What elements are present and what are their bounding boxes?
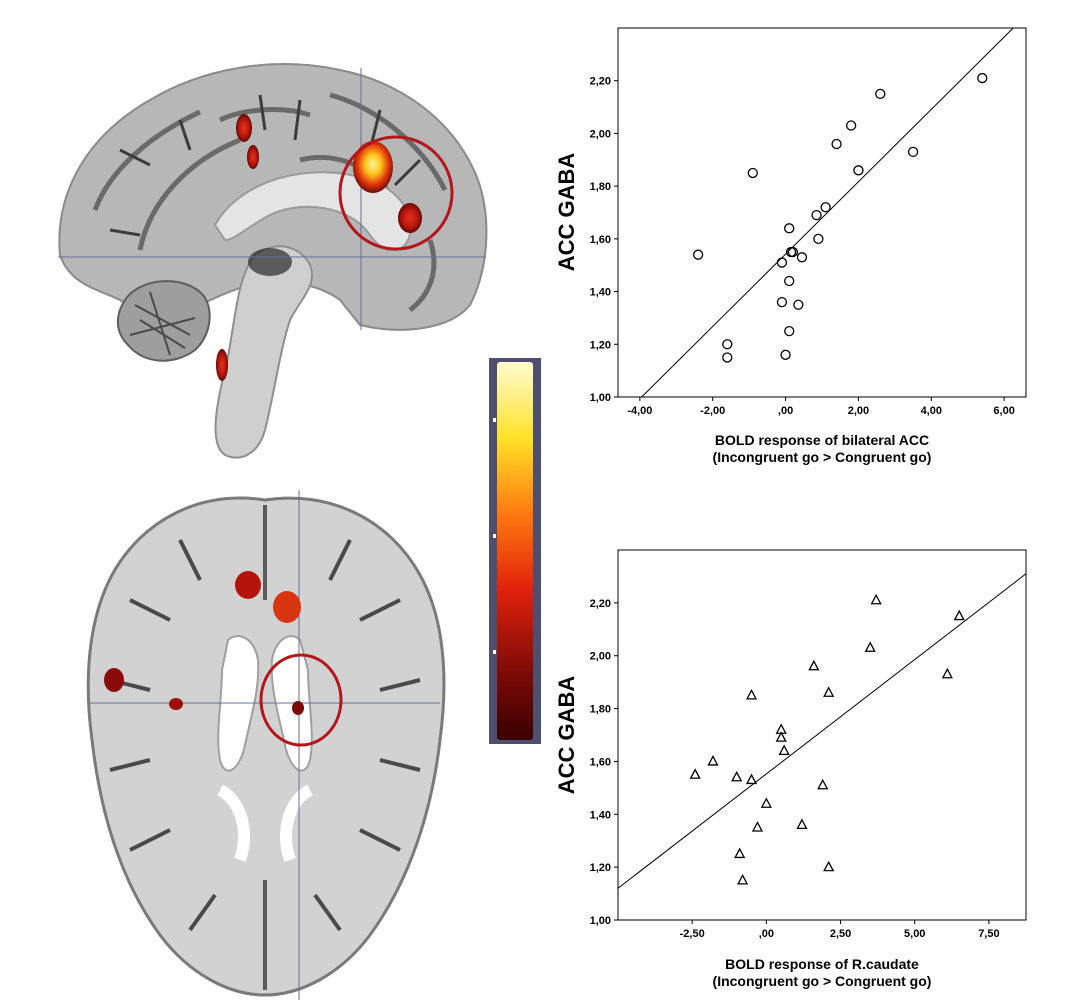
data-point <box>784 223 795 234</box>
x-axis-title-line2: (Incongruent go > Congruent go) <box>713 449 932 465</box>
data-point <box>731 770 743 782</box>
y-tick-label: 1,00 <box>590 392 611 404</box>
data-point <box>778 744 790 756</box>
data-point <box>811 209 822 221</box>
data-point <box>722 352 733 363</box>
data-point <box>823 860 835 872</box>
data-point <box>707 755 719 766</box>
x-tick-label: 4,00 <box>921 405 942 417</box>
y-tick-label: 2,00 <box>590 128 611 140</box>
x-tick-label: -2,00 <box>700 405 725 417</box>
data-point <box>785 246 797 258</box>
y-axis-title: ACC GABA <box>554 676 579 795</box>
data-point <box>907 146 919 158</box>
data-point <box>784 275 795 287</box>
y-axis-title: ACC GABA <box>554 153 579 272</box>
x-tick-label: 7,50 <box>978 928 999 940</box>
data-point <box>808 659 820 671</box>
data-point <box>870 593 882 605</box>
data-point <box>776 257 788 268</box>
y-tick-label: 1,80 <box>590 704 611 716</box>
x-axis-title-line1: BOLD response of bilateral ACC <box>715 432 929 448</box>
cerebellum <box>116 280 211 362</box>
x-tick-label: -4,00 <box>627 405 652 417</box>
data-point <box>775 731 787 742</box>
y-tick-label: 1,40 <box>590 809 611 821</box>
data-point <box>831 138 842 150</box>
data-point <box>745 688 758 700</box>
data-point <box>737 873 749 885</box>
data-point <box>793 299 804 310</box>
sagittal-brain-slice <box>58 63 488 459</box>
data-point <box>722 339 733 350</box>
data-point <box>776 296 788 308</box>
x-axis-title-line1: BOLD response of R.caudate <box>725 956 919 972</box>
x-tick-label: 6,00 <box>993 405 1014 417</box>
data-point <box>692 249 704 260</box>
data-point <box>813 233 824 245</box>
roi-circle-caudate <box>259 653 343 747</box>
data-point <box>760 797 772 808</box>
data-point <box>817 778 829 790</box>
data-point <box>941 667 953 679</box>
data-point <box>775 723 787 734</box>
data-point <box>751 821 764 832</box>
activation-clusters <box>104 571 304 715</box>
color-scale-bar <box>489 358 541 744</box>
data-point <box>875 88 886 100</box>
data-point <box>796 818 808 830</box>
brainstem <box>214 245 313 459</box>
x-tick-label: 5,00 <box>904 928 925 940</box>
data-point <box>796 252 808 263</box>
y-tick-label: 2,00 <box>590 651 611 663</box>
regression-line <box>641 27 1014 398</box>
y-tick-label: 2,20 <box>590 598 611 610</box>
data-point <box>820 202 831 213</box>
x-axis-title-line2: (Incongruent go > Congruent go) <box>713 973 932 989</box>
activation-clusters <box>216 114 422 381</box>
data-point <box>845 120 857 131</box>
y-tick-label: 1,60 <box>590 234 611 246</box>
data-point <box>787 246 799 258</box>
y-tick-label: 1,80 <box>590 181 611 193</box>
y-tick-label: 2,20 <box>590 76 611 88</box>
x-tick-label: -2,50 <box>680 928 705 940</box>
x-tick-label: ,00 <box>759 928 774 940</box>
data-point <box>689 768 701 779</box>
y-tick-label: 1,20 <box>590 339 611 351</box>
axial-cortex <box>86 496 446 997</box>
axial-brain-slice <box>86 490 446 1000</box>
data-point <box>747 167 758 179</box>
data-point <box>780 349 791 360</box>
x-tick-label: 2,50 <box>830 928 851 940</box>
data-point <box>784 325 795 337</box>
data-point <box>977 72 988 84</box>
y-tick-label: 1,00 <box>590 915 611 927</box>
plot-frame <box>617 27 1027 398</box>
y-tick-label: 1,40 <box>590 287 611 299</box>
data-point <box>823 686 835 697</box>
data-point <box>864 641 876 652</box>
x-tick-label: 2,00 <box>848 405 869 417</box>
x-tick-label: ,00 <box>778 405 793 417</box>
regression-line <box>617 573 1027 889</box>
y-tick-label: 1,20 <box>590 862 611 874</box>
roi-circle-acc <box>338 135 454 251</box>
data-point <box>745 773 758 785</box>
data-point <box>953 609 965 621</box>
plot-frame <box>617 549 1027 921</box>
data-point <box>853 165 864 176</box>
y-tick-label: 1,60 <box>590 756 611 768</box>
data-point <box>734 847 746 859</box>
crosshair <box>58 68 486 330</box>
